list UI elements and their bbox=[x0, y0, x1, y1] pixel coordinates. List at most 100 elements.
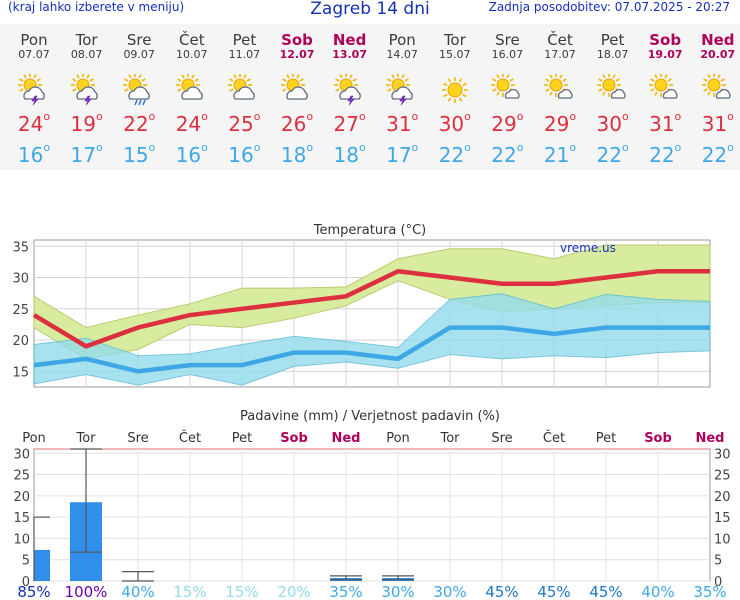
min-temperature: 16o bbox=[17, 141, 51, 167]
precipitation-day-label: Pon bbox=[386, 431, 410, 446]
day-column: Tor 15.07 30o 22o bbox=[429, 31, 481, 168]
max-temperature: 24o bbox=[17, 110, 51, 136]
precipitation-day-label: Tor bbox=[75, 431, 96, 446]
day-column: Pon 07.07 24o 16o bbox=[8, 32, 60, 168]
precipitation-day-label: Sre bbox=[491, 431, 512, 446]
temperature-ytick: 15 bbox=[12, 365, 29, 380]
min-temperature: 21o bbox=[543, 141, 577, 167]
precipitation-ytick-left: 15 bbox=[13, 511, 30, 526]
day-name: Pet bbox=[232, 31, 257, 49]
sun-cloud-icon bbox=[175, 73, 208, 106]
day-column: Čet 10.07 24o 16o bbox=[166, 32, 218, 168]
min-temperature: 22o bbox=[438, 141, 471, 167]
day-date: 10.07 bbox=[176, 48, 208, 61]
precipitation-ytick-right: 25 bbox=[714, 469, 731, 484]
day-column: Pon 14.07 31o 17o bbox=[376, 32, 428, 168]
sun-cloud-icon bbox=[228, 73, 260, 106]
sun-cloud-icon bbox=[281, 73, 313, 106]
day-date: 08.07 bbox=[70, 48, 103, 61]
temperature-ytick: 25 bbox=[12, 303, 29, 318]
precipitation-ytick-left: 10 bbox=[13, 532, 30, 547]
day-column: Tor 08.07 19o 17o bbox=[61, 31, 113, 168]
precipitation-day-label: Tor bbox=[439, 431, 460, 446]
max-temperature: 19o bbox=[70, 110, 103, 136]
sun-small-cloud-icon bbox=[596, 73, 629, 106]
sun-cloud-thunder-icon bbox=[333, 73, 366, 106]
sun-cloud-thunder-icon bbox=[70, 73, 103, 106]
location-menu-hint[interactable]: (kraj lahko izberete v meniju) bbox=[8, 0, 185, 14]
precipitation-probability: 15% bbox=[225, 583, 258, 600]
day-date: 18.07 bbox=[596, 48, 629, 61]
min-temperature: 16o bbox=[175, 141, 208, 167]
day-date: 20.07 bbox=[700, 48, 736, 61]
precipitation-day-label: Ned bbox=[695, 431, 724, 446]
temperature-ytick: 20 bbox=[12, 334, 29, 349]
precipitation-probability: 100% bbox=[65, 583, 108, 600]
day-column: Sre 09.07 22o 15o bbox=[113, 31, 165, 168]
min-temperature-band bbox=[33, 293, 711, 386]
max-temperature: 31o bbox=[649, 110, 682, 136]
precipitation-day-label: Sre bbox=[127, 431, 148, 446]
day-name: Pet bbox=[600, 31, 625, 49]
min-temperature-line bbox=[33, 325, 710, 374]
min-temperature: 18o bbox=[280, 141, 314, 167]
precipitation-probability: 30% bbox=[433, 583, 466, 600]
precipitation-day-label: Sob bbox=[644, 431, 672, 446]
precipitation-day-label: Sob bbox=[280, 431, 308, 446]
day-name: Tor bbox=[443, 31, 466, 49]
last-update-label: Zadnja posodobitev: 07.07.2025 - 20:27 bbox=[488, 0, 730, 14]
min-temperature: 17o bbox=[386, 141, 419, 167]
day-name: Sre bbox=[495, 31, 520, 49]
precipitation-ytick-left: 25 bbox=[13, 469, 30, 484]
day-date: 19.07 bbox=[647, 48, 683, 61]
sun-icon bbox=[439, 74, 471, 106]
precipitation-probability: 15% bbox=[173, 583, 206, 600]
max-temperature: 27o bbox=[333, 110, 366, 136]
max-temperature: 30o bbox=[596, 110, 629, 136]
precipitation-day-label: Ned bbox=[331, 431, 360, 446]
day-column: Pet 11.07 25o 16o bbox=[218, 31, 270, 168]
day-name: Sob bbox=[281, 31, 313, 49]
day-column: Čet 17.07 29o 21o bbox=[534, 31, 586, 168]
day-date: 16.07 bbox=[491, 48, 524, 61]
day-date: 17.07 bbox=[544, 48, 576, 61]
precipitation-probability: 30% bbox=[381, 583, 414, 600]
max-temperature: 22o bbox=[123, 110, 156, 136]
sun-small-cloud-icon bbox=[491, 73, 523, 106]
day-date: 09.07 bbox=[123, 48, 155, 61]
day-date: 15.07 bbox=[439, 48, 471, 61]
sun-small-cloud-icon bbox=[701, 73, 734, 106]
precipitation-day-label: Čet bbox=[543, 430, 565, 446]
day-name: Čet bbox=[547, 31, 573, 49]
precipitation-ytick-left: 0 bbox=[22, 575, 30, 590]
min-temperature: 22o bbox=[491, 141, 524, 167]
day-name: Tor bbox=[75, 31, 98, 49]
precipitation-day-label: Pon bbox=[22, 431, 46, 446]
day-name: Sob bbox=[649, 31, 682, 49]
day-name: Ned bbox=[332, 31, 367, 49]
precipitation-probability: 40% bbox=[641, 583, 674, 600]
precipitation-plot-area bbox=[33, 448, 711, 582]
max-temperature: 31o bbox=[386, 110, 419, 136]
max-temperature: 30o bbox=[438, 110, 471, 136]
sun-cloud-rain-icon bbox=[123, 73, 155, 106]
day-date: 11.07 bbox=[228, 48, 261, 61]
day-name: Sre bbox=[126, 31, 152, 49]
watermark-label: vreme.us bbox=[560, 241, 616, 255]
precipitation-ytick-right: 5 bbox=[714, 554, 722, 569]
sun-small-cloud-icon bbox=[544, 73, 576, 106]
day-column: Ned 20.07 31o 22o bbox=[692, 32, 740, 168]
day-column: Sob 12.07 26o 18o bbox=[271, 31, 323, 168]
precipitation-bar bbox=[34, 549, 50, 581]
precipitation-day-label: Pet bbox=[232, 431, 252, 446]
precipitation-probability: 85% bbox=[17, 583, 50, 600]
precipitation-probability: 45% bbox=[537, 583, 570, 600]
max-temperature: 26o bbox=[280, 110, 314, 136]
day-column: Pet 18.07 30o 22o bbox=[587, 31, 639, 168]
precipitation-day-label: Čet bbox=[179, 430, 201, 446]
min-temperature: 22o bbox=[596, 141, 629, 167]
max-temperature: 29o bbox=[491, 110, 524, 136]
min-temperature: 22o bbox=[649, 141, 682, 167]
temperature-chart-title: Temperatura (°C) bbox=[313, 223, 426, 238]
precipitation-ytick-right: 10 bbox=[714, 532, 731, 547]
